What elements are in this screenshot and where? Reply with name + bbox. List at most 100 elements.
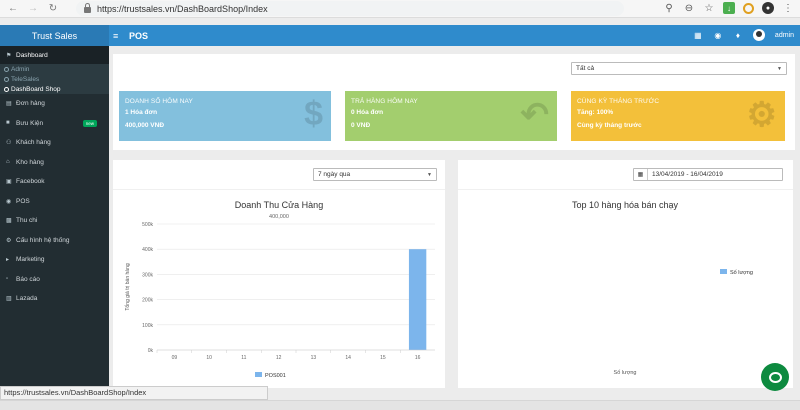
legend-label: POS001 <box>265 373 286 379</box>
sidebar-item-khach-hang[interactable]: ⚇ Khách hàng <box>0 133 109 153</box>
truck-icon: ■ <box>6 120 10 127</box>
profile-icon[interactable]: ● <box>762 2 774 14</box>
status-url-tooltip: https://trustsales.vn/DashBoardShop/Inde… <box>0 386 268 400</box>
star-icon[interactable]: ☆ <box>704 2 714 14</box>
key-icon[interactable]: ⚲ <box>665 2 673 14</box>
url-text: https://trustsales.vn/DashBoardShop/Inde… <box>97 3 268 14</box>
stat-amount: 400,000 VNĐ <box>125 122 165 129</box>
menu-toggle-icon[interactable]: ≡ <box>113 30 119 41</box>
legend-label: Số lượng <box>730 270 753 276</box>
reload-icon[interactable]: ↻ <box>48 3 58 14</box>
menu-dots-icon[interactable]: ⋮ <box>783 2 793 14</box>
home-icon: ⌂ <box>6 159 10 166</box>
sidebar-item-label: Thu chi <box>16 217 38 225</box>
sidebar-item-thu-chi[interactable]: ▩ Thu chi <box>0 211 109 231</box>
sidebar-item-label: Dashboard <box>16 51 48 59</box>
sidebar-item-lazada[interactable]: ▥ Lazada <box>0 289 109 309</box>
shopping-icon: ▥ <box>6 296 12 303</box>
sidebar-item-label: Lazada <box>16 295 38 303</box>
sidebar-item-dashboard[interactable]: ⚑ Dashboard <box>0 46 109 64</box>
sidebar-item-bao-cao[interactable]: ▫ Báo cáo <box>0 270 109 290</box>
y-tick-label: 0k <box>148 348 154 354</box>
chat-icon <box>768 371 782 383</box>
address-bar[interactable]: https://trustsales.vn/DashBoardShop/Inde… <box>76 1 624 16</box>
report-icon: ▫ <box>6 276 9 283</box>
range-select[interactable]: 7 ngày qua ▼ <box>313 168 437 181</box>
lock-icon <box>84 3 91 13</box>
sidebar-item-buu-kien[interactable]: ■ Bưu Kiện new <box>0 114 109 134</box>
globe-icon[interactable]: ◉ <box>714 30 722 40</box>
sidebar-item-label: POS <box>16 197 30 205</box>
stat-box-returns-today: TRẢ HÀNG HÔM NAY 0 Hóa đơn 0 VNĐ ↶ <box>345 91 557 141</box>
dollar-icon: $ <box>304 95 323 133</box>
sidebar-subitem-dashboard-shop[interactable]: DashBoard Shop <box>0 84 109 94</box>
stat-title: TRẢ HÀNG HÔM NAY <box>351 98 418 105</box>
sidebar-item-label: Báo cáo <box>16 275 40 283</box>
sidebar-item-pos[interactable]: ◉ POS <box>0 192 109 212</box>
stat-title: DOANH SỐ HÔM NAY <box>125 98 193 105</box>
stat-invoices: 0 Hóa đơn <box>351 109 384 116</box>
sidebar-item-facebook[interactable]: ▣ Facebook <box>0 172 109 192</box>
y-tick-label: 400k <box>142 247 153 253</box>
panel-header: ▦ 13/04/2019 - 16/04/2019 <box>458 160 793 190</box>
chat-button[interactable] <box>761 363 789 391</box>
panel-header: 7 ngày qua ▼ <box>113 160 445 190</box>
bell-icon[interactable]: ♦ <box>735 30 740 40</box>
sidebar-item-cau-hinh[interactable]: ⚙ Cấu hình hệ thống <box>0 231 109 251</box>
download-extension-icon[interactable]: ↓ <box>723 2 735 14</box>
x-tick-label: 11 <box>241 355 246 361</box>
globe-icon: ◉ <box>6 198 12 205</box>
revenue-chart-panel: 7 ngày qua ▼ Doanh Thu Cửa Hàng 400,000 0k… <box>113 160 445 388</box>
stat-box-last-month: CÙNG KỲ THÁNG TRƯỚC Tăng: 100% Cùng kỳ t… <box>571 91 785 141</box>
extension-icon[interactable] <box>743 2 754 14</box>
sidebar-subitem-telesales[interactable]: TeleSales <box>0 74 109 84</box>
chart-title: Top 10 hàng hóa bán chạy <box>572 200 679 210</box>
sidebar-item-label: Đơn hàng <box>16 100 45 108</box>
reply-icon: ↶ <box>520 96 550 134</box>
back-icon[interactable]: ← <box>8 3 18 14</box>
sidebar-item-marketing[interactable]: ▸ Marketing <box>0 250 109 270</box>
zoom-icon[interactable]: ⊖ <box>684 2 694 14</box>
avatar[interactable] <box>752 29 765 41</box>
main-content: Tất cả ▼ DOANH SỐ HÔM NAY 1 Hóa đơn 400,… <box>109 46 800 410</box>
summary-panel: Tất cả ▼ DOANH SỐ HÔM NAY 1 Hóa đơn 400,… <box>113 54 795 150</box>
new-badge: new <box>82 119 97 127</box>
sidebar-item-kho-hang[interactable]: ⌂ Kho hàng <box>0 153 109 173</box>
grid-icon[interactable]: ▦ <box>694 30 702 40</box>
user-name[interactable]: admin <box>774 31 794 39</box>
x-tick-label: 15 <box>380 355 386 361</box>
date-range-input[interactable]: ▦ 13/04/2019 - 16/04/2019 <box>633 168 783 181</box>
sidebar-item-label: Facebook <box>16 178 45 186</box>
x-tick-label: 14 <box>345 355 351 361</box>
forward-icon[interactable]: → <box>28 3 38 14</box>
sidebar-item-label: Cấu hình hệ thống <box>16 236 70 244</box>
sidebar-subitem-label: TeleSales <box>11 75 40 83</box>
x-axis-label: Số lượng <box>614 370 637 376</box>
x-tick-label: 13 <box>311 355 317 361</box>
calendar-icon: ▦ <box>634 169 648 180</box>
circle-icon <box>4 66 9 72</box>
cart-icon: ▤ <box>6 101 12 108</box>
app-header: Trust Sales ≡ POS ▦ ◉ ♦ admin <box>0 25 800 46</box>
chevron-down-icon: ▼ <box>777 66 782 72</box>
x-tick-label: 12 <box>276 355 282 361</box>
stat-amount: 0 VNĐ <box>351 122 371 129</box>
period-select-value: Tất cả <box>576 65 595 72</box>
y-axis-label: Tổng giá trị bán hàng <box>124 263 131 310</box>
revenue-chart: Doanh Thu Cửa Hàng 400,000 0k 100k 200k 300k 4… <box>124 200 435 379</box>
facebook-icon: ▣ <box>6 179 12 186</box>
sidebar-subitem-label: DashBoard Shop <box>11 85 61 93</box>
stat-box-sales-today: DOANH SỐ HÔM NAY 1 Hóa đơn 400,000 VNĐ $ <box>119 91 331 141</box>
gears-icon: ⚙ <box>746 96 777 134</box>
period-select[interactable]: Tất cả ▼ <box>571 62 787 75</box>
y-tick-label: 500k <box>142 222 153 228</box>
sidebar-subitem-admin[interactable]: Admin <box>0 64 109 74</box>
sidebar-item-label: Khách hàng <box>16 139 51 147</box>
top-products-panel: ▦ 13/04/2019 - 16/04/2019 Top 10 hàng hó… <box>458 160 793 388</box>
sidebar-item-don-hang[interactable]: ▤ Đơn hàng <box>0 94 109 114</box>
sidebar-item-label: Kho hàng <box>16 158 44 166</box>
stat-increase: Tăng: 100% <box>577 109 614 116</box>
range-select-value: 7 ngày qua <box>318 171 351 178</box>
brand-logo[interactable]: Trust Sales <box>0 25 109 46</box>
sidebar-item-label: Bưu Kiện <box>16 119 44 127</box>
